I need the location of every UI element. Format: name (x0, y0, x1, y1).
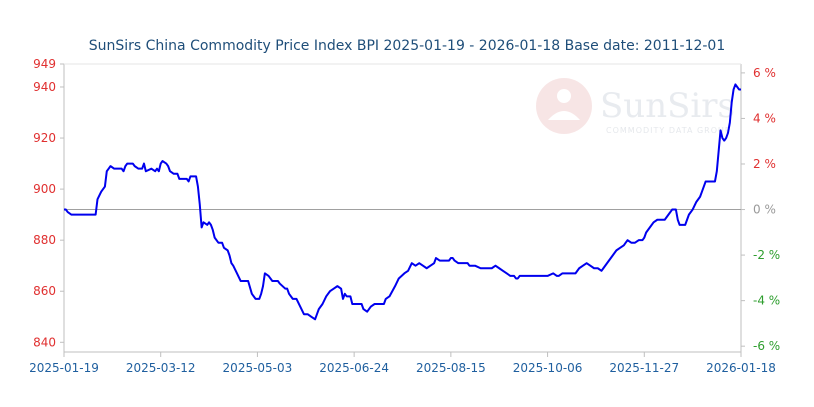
right-tick-label: -6 % (753, 339, 780, 353)
series-group (64, 83, 741, 321)
watermark-logo-head (557, 89, 571, 103)
x-tick-label: 2025-06-24 (319, 361, 389, 375)
right-tick-label: 0 % (753, 203, 776, 217)
right-y-ticks: 6 % 4 % 2 % 0 % -2 % -4 % -6 % (741, 66, 780, 353)
x-tick-label: 2025-10-06 (513, 361, 583, 375)
x-tick-label: 2025-05-03 (223, 361, 293, 375)
left-tick-label: 900 (33, 182, 56, 196)
x-tick-label: 2025-08-15 (416, 361, 486, 375)
x-tick-label: 2026-01-18 (706, 361, 776, 375)
right-tick-label: -2 % (753, 248, 780, 262)
x-tick-label: 2025-01-19 (29, 361, 99, 375)
right-tick-label: -4 % (753, 294, 780, 308)
x-tick-label: 2025-11-27 (609, 361, 679, 375)
x-ticks: 2025-01-19 2025-03-12 2025-05-03 2025-06-24… (29, 352, 776, 375)
x-tick-label: 2025-03-12 (126, 361, 196, 375)
left-tick-label: 920 (33, 131, 56, 145)
left-tick-label: 880 (33, 233, 56, 247)
chart-title: SunSirs China Commodity Price Index BPI … (89, 38, 726, 54)
left-tick-label: 949 (33, 57, 56, 71)
right-tick-label: 6 % (753, 66, 776, 80)
left-tick-label: 840 (33, 335, 56, 349)
watermark-brand: SunSirs (600, 86, 735, 126)
series-line (64, 83, 741, 321)
watermark-logo-body (548, 111, 580, 120)
left-tick-label: 860 (33, 284, 56, 298)
right-tick-label: 2 % (753, 157, 776, 171)
left-y-ticks: 949 940 920 900 880 860 840 (33, 57, 64, 349)
watermark-logo-icon (536, 78, 592, 134)
sunsirs-watermark: SunSirs COMMODITY DATA GROUP (536, 78, 735, 135)
left-tick-label: 940 (33, 80, 56, 94)
plot-frame (63, 63, 742, 353)
right-tick-label: 4 % (753, 111, 776, 125)
watermark-tagline: COMMODITY DATA GROUP (606, 126, 731, 135)
